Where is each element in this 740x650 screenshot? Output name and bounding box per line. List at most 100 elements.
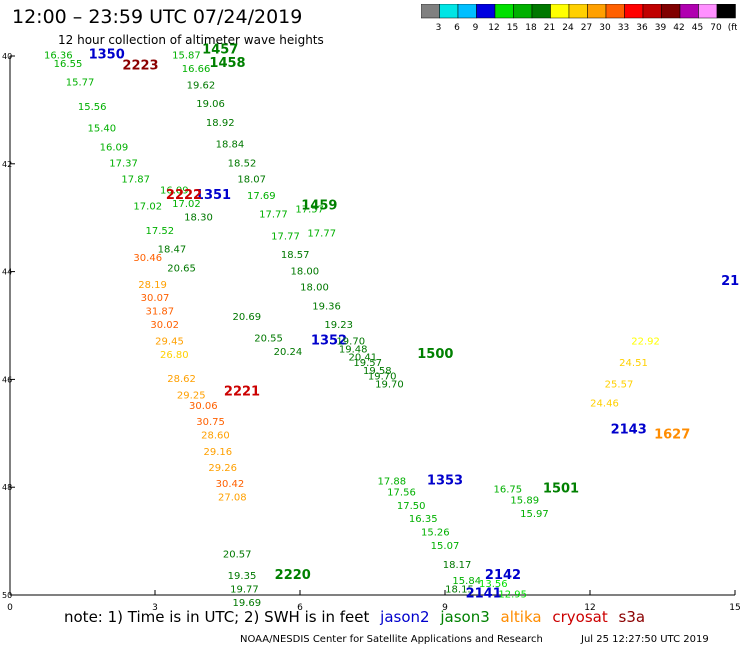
x-tick-label: 12 xyxy=(584,603,595,613)
swh-point: 28.62 xyxy=(167,374,196,385)
swh-point: 15.07 xyxy=(431,541,460,552)
swh-point: 29.25 xyxy=(177,390,206,401)
swh-point: 22.92 xyxy=(631,336,660,347)
swh-point: 16.35 xyxy=(409,514,438,525)
swh-point: 15.97 xyxy=(520,509,549,520)
swh-point: 19.70 xyxy=(368,371,397,382)
swh-point: 20.69 xyxy=(233,312,262,323)
swh-point: 30.75 xyxy=(196,417,225,428)
swh-point: 30.46 xyxy=(133,253,162,264)
colorbar-label: 24 xyxy=(562,23,574,33)
colorbar-label: 12 xyxy=(488,23,499,33)
colorbar-swatch xyxy=(716,4,736,19)
swh-point: 17.69 xyxy=(247,191,276,202)
x-tick-label: 3 xyxy=(152,603,158,613)
swh-point: 16.09 xyxy=(160,185,189,196)
colorbar-label: 18 xyxy=(525,23,537,33)
swh-point: 27.08 xyxy=(218,493,247,504)
colorbar-label: 6 xyxy=(454,23,460,33)
x-tick-label: 0 xyxy=(7,603,13,613)
swh-point: 29.26 xyxy=(208,463,237,474)
footer-credit: NOAA/NESDIS Center for Satellite Applica… xyxy=(240,634,543,645)
swh-point: 18.84 xyxy=(216,140,245,151)
pass-time-label: 2220 xyxy=(275,568,311,583)
x-tick-label: 15 xyxy=(729,603,740,613)
swh-point: 18.00 xyxy=(291,266,320,277)
swh-point: 12.95 xyxy=(498,590,527,601)
swh-point: 18.00 xyxy=(300,282,329,293)
colorbar-label: 70 xyxy=(710,23,722,33)
swh-point: 18.47 xyxy=(158,245,187,256)
page-title: 12:00 – 23:59 UTC 07/24/2019 xyxy=(12,6,303,28)
swh-point: 20.57 xyxy=(223,549,252,560)
pass-time-label: 1501 xyxy=(543,482,579,497)
pass-time-label: 1627 xyxy=(654,428,690,443)
swh-point: 17.02 xyxy=(133,202,162,213)
swh-point: 20.41 xyxy=(349,353,378,364)
colorbar-label: (ft) xyxy=(728,23,737,33)
pass-time-label: 1351 xyxy=(195,188,231,203)
legend-s3a: s3a xyxy=(618,608,646,626)
swh-point: 18.15 xyxy=(445,584,474,595)
pass-time-label: 2223 xyxy=(122,58,158,73)
pass-time-label: 1457 xyxy=(202,42,238,57)
swh-point: 29.45 xyxy=(155,336,184,347)
swh-point: 18.57 xyxy=(281,250,310,261)
page-subtitle: 12 hour collection of altimeter wave hei… xyxy=(58,33,324,47)
swh-point: 16.09 xyxy=(100,142,129,153)
pass-time-label: 2141 xyxy=(466,587,502,602)
colorbar-label: 30 xyxy=(599,23,611,33)
swh-point: 17.77 xyxy=(271,231,300,242)
swh-point: 15.56 xyxy=(78,102,107,113)
swh-point: 25.57 xyxy=(605,379,634,390)
y-tick-label: 42 xyxy=(2,160,12,169)
legend-jason3: jason3 xyxy=(440,608,490,626)
colorbar-label: 39 xyxy=(655,23,667,33)
note-line: note: 1) Time is in UTC; 2) SWH is in fe… xyxy=(64,608,651,626)
swh-point: 19.70 xyxy=(336,336,365,347)
swh-point: 26.80 xyxy=(160,350,189,361)
swh-point: 19.48 xyxy=(339,344,368,355)
swh-point: 16.75 xyxy=(494,485,523,496)
swh-point: 17.56 xyxy=(387,487,416,498)
pass-time-label: 2143 xyxy=(611,422,647,437)
pass-time-label: 1500 xyxy=(417,347,453,362)
pass-time-label: 1458 xyxy=(209,56,245,71)
swh-point: 19.57 xyxy=(353,358,382,369)
swh-point: 15.89 xyxy=(510,495,539,506)
colorbar-label: 45 xyxy=(692,23,703,33)
swh-point: 17.87 xyxy=(121,175,150,186)
swh-point: 18.92 xyxy=(206,118,235,129)
legend-cryosat: cryosat xyxy=(552,608,608,626)
colorbar-label: 9 xyxy=(473,23,479,33)
colorbar-label: 15 xyxy=(507,23,518,33)
pass-time-label: 2222 xyxy=(166,188,202,203)
swh-point: 19.58 xyxy=(363,366,392,377)
swh-point: 20.55 xyxy=(254,334,283,345)
swh-point: 18.30 xyxy=(184,212,213,223)
swh-point: 17.77 xyxy=(259,210,288,221)
swh-point: 19.35 xyxy=(228,571,257,582)
swh-point: 30.07 xyxy=(141,293,170,304)
swh-point: 30.02 xyxy=(150,320,179,331)
swh-point: 20.24 xyxy=(274,347,303,358)
y-tick-label: 50 xyxy=(2,591,12,600)
legend-jason2: jason2 xyxy=(380,608,430,626)
y-tick-label: 40 xyxy=(2,52,12,61)
swh-point: 16.66 xyxy=(182,64,211,75)
colorbar-label: 21 xyxy=(544,23,555,33)
swh-point: 18.52 xyxy=(228,158,257,169)
swh-point: 30.06 xyxy=(189,401,218,412)
swh-point: 17.52 xyxy=(146,226,175,237)
swh-point: 24.46 xyxy=(590,398,619,409)
y-tick-label: 48 xyxy=(2,483,12,492)
swh-point: 15.84 xyxy=(452,576,481,587)
pass-time-label: 2221 xyxy=(224,385,260,400)
swh-point: 16.36 xyxy=(44,51,73,62)
y-tick-label: 44 xyxy=(2,268,12,277)
swh-point: 19.69 xyxy=(233,598,262,609)
swh-point: 19.06 xyxy=(196,99,225,110)
swh-point: 19.70 xyxy=(375,379,404,390)
swh-point: 17.57 xyxy=(295,204,324,215)
